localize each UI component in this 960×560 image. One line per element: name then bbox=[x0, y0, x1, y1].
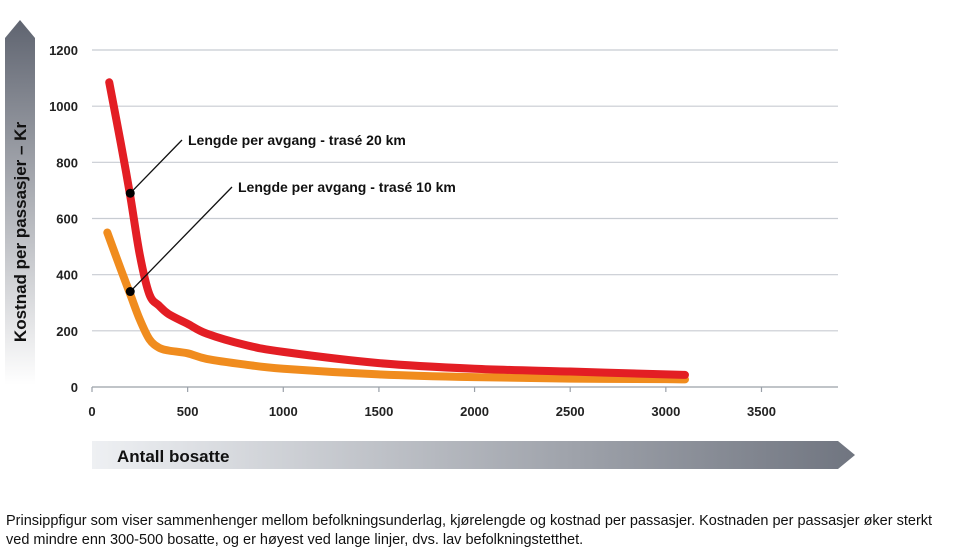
chart: Kostnad per passasjer – Kr Antall bosatt… bbox=[5, 20, 855, 469]
x-tick-label: 500 bbox=[177, 404, 199, 419]
figure-caption: Prinsippfigur som viser sammenhenger mel… bbox=[6, 513, 933, 548]
x-tick-label: 3500 bbox=[747, 404, 776, 419]
y-tick-label: 400 bbox=[56, 268, 78, 283]
series-line-20km bbox=[105, 78, 689, 379]
y-tick-label: 600 bbox=[56, 212, 78, 227]
annotation-marker bbox=[125, 287, 135, 297]
x-tick-label: 1500 bbox=[364, 404, 393, 419]
y-axis-arrow-bar bbox=[5, 20, 35, 385]
x-tick-label: 2000 bbox=[460, 404, 489, 419]
annotation-leader-line bbox=[129, 139, 183, 194]
x-axis-arrow-bar bbox=[92, 441, 855, 469]
y-tick-label: 200 bbox=[56, 324, 78, 339]
series-line-10km bbox=[103, 228, 689, 384]
y-tick-label: 1000 bbox=[49, 99, 78, 114]
x-tick-label: 2500 bbox=[556, 404, 585, 419]
x-tick-label: 3000 bbox=[651, 404, 680, 419]
annotation-label: Lengde per avgang - trasé 20 km bbox=[188, 132, 406, 148]
x-tick-label: 0 bbox=[88, 404, 95, 419]
annotation-label: Lengde per avgang - trasé 10 km bbox=[238, 179, 456, 195]
annotation-marker bbox=[125, 188, 135, 198]
y-tick-label: 0 bbox=[71, 380, 78, 395]
y-tick-label: 800 bbox=[56, 155, 78, 170]
y-axis-title: Kostnad per passasjer – Kr bbox=[11, 122, 30, 343]
x-axis-title: Antall bosatte bbox=[117, 447, 229, 466]
annotation-leader-line bbox=[129, 186, 233, 292]
x-tick-label: 1000 bbox=[269, 404, 298, 419]
y-tick-label: 1200 bbox=[49, 43, 78, 58]
